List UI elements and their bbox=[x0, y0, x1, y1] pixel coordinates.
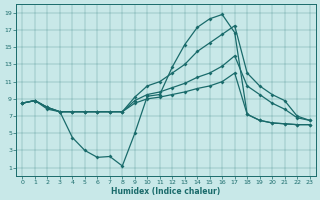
X-axis label: Humidex (Indice chaleur): Humidex (Indice chaleur) bbox=[111, 187, 221, 196]
